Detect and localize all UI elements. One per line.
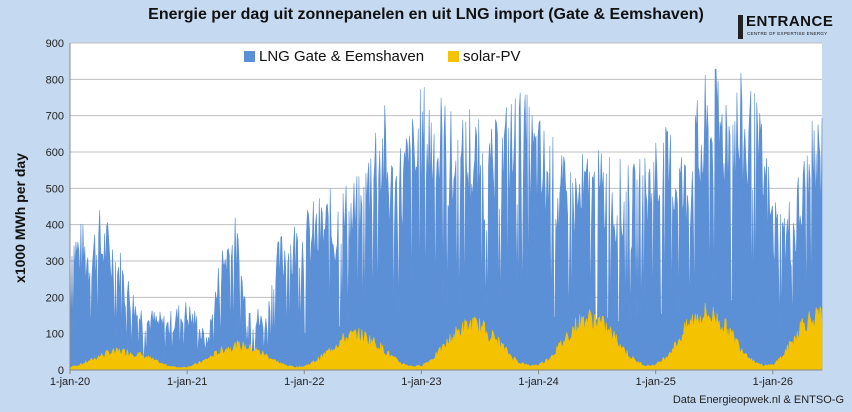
x-tick-label: 1-jan-24 xyxy=(518,376,558,388)
entrance-logo: ENTRANCE CENTRE OF EXPERTISE ENERGY xyxy=(738,13,833,40)
x-tick-label: 1-jan-20 xyxy=(50,376,90,388)
x-tick-label: 1-jan-23 xyxy=(401,376,441,388)
logo-name: ENTRANCE xyxy=(746,13,834,30)
y-tick-label: 300 xyxy=(46,256,64,268)
legend-label-solar: solar-PV xyxy=(463,48,521,65)
legend-swatch-solar xyxy=(448,51,459,62)
x-tick-label: 1-jan-21 xyxy=(167,376,207,388)
x-tick-label: 1-jan-22 xyxy=(284,376,324,388)
data-source-note: Data Energieopwek.nl & ENTSO-G xyxy=(672,394,844,406)
y-tick-label: 100 xyxy=(46,329,64,341)
x-tick-label: 1-jan-26 xyxy=(753,376,793,388)
legend-swatch-lng xyxy=(244,51,255,62)
y-tick-label: 800 xyxy=(46,74,64,86)
series-solar-area xyxy=(69,302,823,371)
logo-subtitle: CENTRE OF EXPERTISE ENERGY xyxy=(747,31,828,36)
y-tick-label: 0 xyxy=(58,365,64,377)
y-tick-label: 900 xyxy=(46,38,64,50)
x-tick-label: 1-jan-25 xyxy=(635,376,675,388)
y-tick-label: 500 xyxy=(46,183,64,195)
y-tick-label: 400 xyxy=(46,220,64,232)
chart-title: Energie per dag uit zonnepanelen en uit … xyxy=(148,6,704,23)
y-tick-label: 200 xyxy=(46,292,64,304)
y-tick-label: 700 xyxy=(46,111,64,123)
y-tick-label: 600 xyxy=(46,147,64,159)
logo-bracket-icon xyxy=(738,15,743,39)
legend-label-lng: LNG Gate & Eemshaven xyxy=(259,48,424,65)
series-lng-area xyxy=(69,68,823,371)
